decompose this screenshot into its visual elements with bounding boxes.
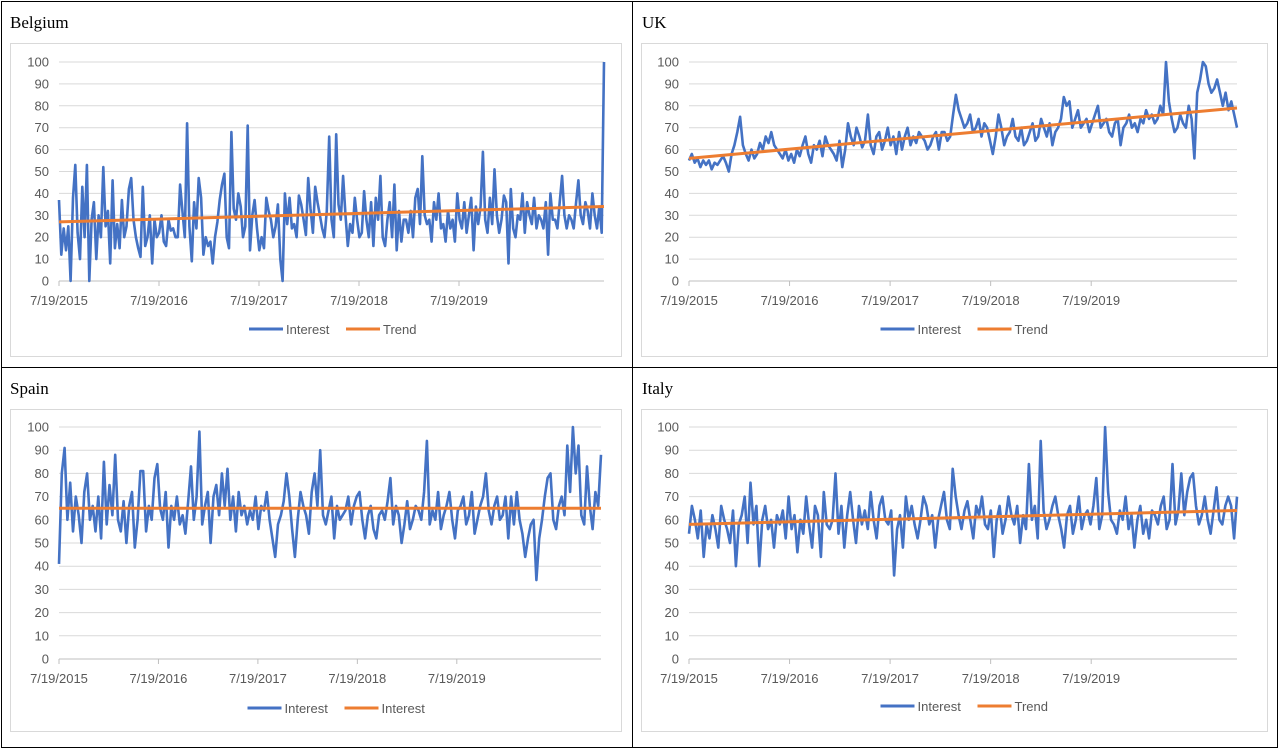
y-tick-label: 100 <box>657 55 679 70</box>
y-tick-label: 80 <box>35 466 49 481</box>
x-tick-label: 7/19/2016 <box>130 293 188 308</box>
y-tick-label: 0 <box>42 274 49 289</box>
legend-label: Interest <box>918 699 962 714</box>
y-tick-label: 20 <box>35 230 49 245</box>
legend-label: Interest <box>918 322 962 337</box>
series-line-interest <box>57 61 606 283</box>
y-tick-label: 10 <box>665 252 679 267</box>
y-tick-label: 70 <box>35 120 49 135</box>
x-tick-label: 7/19/2018 <box>962 293 1020 308</box>
y-tick-label: 70 <box>35 489 49 504</box>
chart-uk-svg: 0 10 20 30 40 50 60 70 80 90 100 7/19/2015 7/19/2016… <box>657 55 1239 337</box>
chart-spain: 0 10 20 30 40 50 60 70 80 90 100 7/19/2015 7/19/2016… <box>10 409 622 732</box>
y-tick-label: 50 <box>665 536 679 551</box>
chart-belgium: 0 10 20 30 40 50 60 70 80 90 100 7/19/2015 7/19/2016… <box>10 43 622 357</box>
x-tick-label: 7/19/2015 <box>660 671 718 686</box>
x-tick-label: 7/19/2018 <box>328 671 386 686</box>
legend-label: Trend <box>1015 322 1048 337</box>
y-tick-label: 20 <box>665 230 679 245</box>
y-tick-label: 40 <box>665 186 679 201</box>
y-tick-label: 80 <box>665 466 679 481</box>
x-tick-label: 7/19/2016 <box>761 293 819 308</box>
y-tick-label: 20 <box>665 605 679 620</box>
x-tick-label: 7/19/2016 <box>130 671 188 686</box>
x-tick-label: 7/19/2019 <box>430 293 488 308</box>
legend-label: Interest <box>382 701 426 716</box>
x-tick-label: 7/19/2017 <box>230 293 288 308</box>
x-tick-label: 7/19/2017 <box>861 293 919 308</box>
series-line-trend <box>688 106 1238 160</box>
x-tick-label: 7/19/2015 <box>30 293 88 308</box>
chart-italy-svg: 0 10 20 30 40 50 60 70 80 90 100 7/19/2015 7/19/2016… <box>657 420 1239 714</box>
series-line-interest <box>687 425 1239 577</box>
panel-title-spain: Spain <box>10 379 49 398</box>
series-line-trend <box>58 205 605 224</box>
x-tick-label: 7/19/2015 <box>660 293 718 308</box>
chart-belgium-svg: 0 10 20 30 40 50 60 70 80 90 100 7/19/2015 7/19/2016… <box>27 55 606 337</box>
legend-label: Trend <box>1015 699 1048 714</box>
legend-label: Interest <box>285 701 329 716</box>
y-tick-label: 80 <box>665 98 679 113</box>
y-tick-label: 30 <box>665 208 679 223</box>
chart-uk: 0 10 20 30 40 50 60 70 80 90 100 7/19/2015 7/19/2016… <box>641 43 1268 357</box>
y-tick-label: 30 <box>35 582 49 597</box>
horizontal-divider <box>1 367 1278 368</box>
y-tick-label: 0 <box>672 274 679 289</box>
y-tick-label: 70 <box>665 489 679 504</box>
y-tick-label: 80 <box>35 98 49 113</box>
chart-italy: 0 10 20 30 40 50 60 70 80 90 100 7/19/2015 7/19/2016… <box>641 409 1268 732</box>
y-tick-label: 50 <box>665 164 679 179</box>
y-tick-label: 30 <box>35 208 49 223</box>
x-tick-label: 7/19/2019 <box>1062 293 1120 308</box>
y-tick-label: 90 <box>35 443 49 458</box>
y-tick-label: 40 <box>665 559 679 574</box>
legend-label: Interest <box>286 322 330 337</box>
y-tick-label: 0 <box>672 652 679 667</box>
y-tick-label: 60 <box>665 142 679 157</box>
y-tick-label: 10 <box>665 628 679 643</box>
y-tick-label: 60 <box>35 512 49 527</box>
y-tick-label: 20 <box>35 605 49 620</box>
y-tick-label: 100 <box>27 420 49 435</box>
y-tick-label: 10 <box>35 252 49 267</box>
y-tick-label: 70 <box>665 120 679 135</box>
y-tick-label: 60 <box>35 142 49 157</box>
y-tick-label: 60 <box>665 512 679 527</box>
y-tick-label: 90 <box>665 76 679 91</box>
x-tick-label: 7/19/2019 <box>428 671 486 686</box>
series-line-trend <box>688 509 1238 526</box>
y-tick-label: 0 <box>42 652 49 667</box>
y-tick-label: 30 <box>665 582 679 597</box>
x-tick-label: 7/19/2017 <box>229 671 287 686</box>
y-tick-label: 90 <box>665 443 679 458</box>
x-tick-label: 7/19/2018 <box>330 293 388 308</box>
x-tick-label: 7/19/2019 <box>1062 671 1120 686</box>
y-tick-label: 50 <box>35 164 49 179</box>
panel-title-italy: Italy <box>642 379 674 398</box>
y-tick-label: 90 <box>35 76 49 91</box>
panel-title-belgium: Belgium <box>10 13 69 32</box>
chart-spain-svg: 0 10 20 30 40 50 60 70 80 90 100 7/19/2015 7/19/2016… <box>27 420 603 716</box>
legend-label: Trend <box>383 322 416 337</box>
vertical-divider <box>632 1 633 748</box>
x-tick-label: 7/19/2018 <box>962 671 1020 686</box>
x-tick-label: 7/19/2016 <box>761 671 819 686</box>
series-line-interest <box>687 60 1239 173</box>
panel-title-uk: UK <box>642 13 667 32</box>
x-tick-label: 7/19/2015 <box>30 671 88 686</box>
y-tick-label: 40 <box>35 559 49 574</box>
y-tick-label: 10 <box>35 628 49 643</box>
y-tick-label: 100 <box>657 420 679 435</box>
y-tick-label: 100 <box>27 55 49 70</box>
x-tick-label: 7/19/2017 <box>861 671 919 686</box>
y-tick-label: 50 <box>35 536 49 551</box>
y-tick-label: 40 <box>35 186 49 201</box>
